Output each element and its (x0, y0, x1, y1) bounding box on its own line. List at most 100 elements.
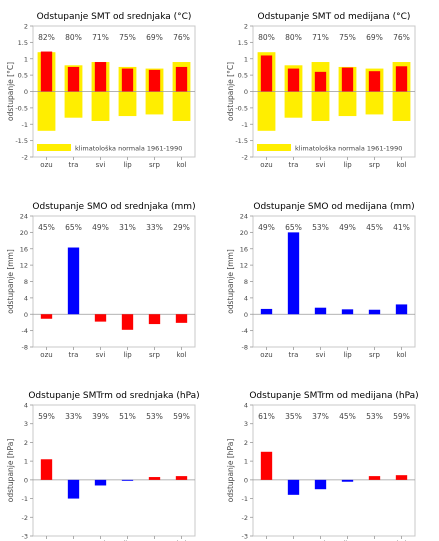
x-tick-label: ozu (260, 161, 272, 169)
bar (94, 479, 107, 486)
bar (94, 62, 107, 92)
percent-label: 53% (146, 412, 163, 421)
percent-label: 31% (119, 223, 136, 232)
y-tick-label: 2 (244, 439, 248, 447)
x-tick-label: lip (343, 161, 352, 169)
y-tick-label: 4 (244, 294, 248, 302)
y-tick-label: 12 (240, 262, 248, 270)
percent-label: 33% (146, 223, 163, 232)
y-tick-label: 8 (244, 278, 248, 286)
y-tick-label: 0 (244, 476, 248, 484)
percent-label: 75% (119, 33, 136, 42)
percent-label: 49% (339, 223, 356, 232)
y-tick-label: 0.5 (18, 72, 28, 80)
x-tick-label: kol (176, 161, 186, 169)
plot-frame (32, 215, 196, 348)
percent-label: 71% (92, 33, 109, 42)
percent-label: 69% (146, 33, 163, 42)
y-axis-label: odstupanje [mm] (226, 249, 235, 314)
percent-label: 45% (366, 223, 383, 232)
y-tick-label: 12 (20, 262, 28, 270)
plot-frame (252, 404, 416, 537)
x-tick-label: srp (369, 161, 381, 169)
bar (341, 67, 354, 92)
x-tick-label: srp (149, 351, 161, 359)
y-tick-label: -1.5 (15, 137, 28, 145)
x-tick-label: srp (149, 161, 161, 169)
y-tick-label: 20 (240, 229, 248, 237)
y-axis-label: odstupanje [°C] (226, 62, 235, 121)
chart-title: Odstupanje SMO od srednjaka (mm) (32, 202, 195, 212)
percent-label: 61% (258, 412, 275, 421)
chart-title: Odstupanje SMT od srednjaka (°C) (37, 12, 192, 22)
bar (94, 314, 107, 322)
legend-swatch (257, 144, 291, 151)
y-tick-label: -2 (22, 154, 28, 162)
y-tick-label: 1.5 (238, 39, 248, 47)
chart-panel: Odstupanje SMO od medijana (mm) 24 20 16 12 8… (226, 202, 416, 359)
percent-label: 51% (119, 412, 136, 421)
bar (314, 307, 327, 315)
x-tick-label: kol (396, 351, 406, 359)
percent-label: 35% (285, 412, 302, 421)
percent-label: 80% (258, 33, 275, 42)
bar (314, 479, 327, 490)
y-tick-label: 0.5 (238, 72, 248, 80)
y-tick-label: -2 (242, 514, 248, 522)
bar (121, 479, 134, 481)
x-tick-label: lip (123, 161, 132, 169)
bar (260, 451, 273, 480)
x-tick-label: kol (176, 351, 186, 359)
x-tick-label: tra (289, 351, 299, 359)
y-tick-label: -0.5 (15, 104, 28, 112)
y-tick-label: -1 (22, 121, 28, 129)
percent-label: 76% (173, 33, 190, 42)
x-tick-label: srp (369, 351, 381, 359)
y-tick-label: 4 (24, 402, 28, 410)
bar (175, 66, 188, 92)
y-tick-label: 2 (24, 439, 28, 447)
bar (260, 55, 273, 92)
chart-panel: Odstupanje SMT od medijana (°C) 2 1.5 1 0.5 0… (226, 12, 416, 169)
bar (148, 477, 161, 480)
x-tick-label: lip (123, 351, 132, 359)
bar (395, 304, 408, 315)
y-tick-label: 0 (24, 88, 28, 96)
y-tick-label: 0 (244, 88, 248, 96)
percent-label: 59% (38, 412, 55, 421)
legend-label: klimatološka normala 1961-1990 (75, 145, 182, 153)
y-tick-label: -1 (22, 495, 28, 503)
y-tick-label: 0 (24, 311, 28, 319)
legend-label: klimatološka normala 1961-1990 (295, 145, 402, 153)
x-tick-label: ozu (260, 351, 272, 359)
bar (40, 459, 53, 480)
y-tick-label: 3 (244, 420, 248, 428)
percent-label: 65% (285, 223, 302, 232)
bar (368, 71, 381, 92)
bar (121, 314, 134, 330)
chart-title: Odstupanje SMT od medijana (°C) (258, 12, 411, 22)
legend-swatch (37, 144, 71, 151)
percent-label: 49% (258, 223, 275, 232)
y-tick-label: -2 (22, 514, 28, 522)
percent-label: 69% (366, 33, 383, 42)
percent-label: 80% (65, 33, 82, 42)
y-tick-label: 1 (24, 458, 28, 466)
chart-title: Odstupanje SMTrm od medijana (hPa) (249, 391, 418, 401)
bar (395, 475, 408, 480)
percent-label: 41% (393, 223, 410, 232)
percent-label: 82% (38, 33, 55, 42)
y-tick-label: -4 (22, 327, 28, 335)
x-tick-label: ozu (40, 351, 52, 359)
bar (67, 247, 80, 315)
y-tick-label: -0.5 (235, 104, 248, 112)
bar (314, 71, 327, 92)
y-tick-label: 20 (20, 229, 28, 237)
bar (40, 314, 53, 319)
percent-label: 53% (312, 223, 329, 232)
y-tick-label: 24 (240, 213, 248, 221)
bar (67, 479, 80, 499)
bar (175, 314, 188, 323)
x-tick-label: svi (316, 351, 326, 359)
